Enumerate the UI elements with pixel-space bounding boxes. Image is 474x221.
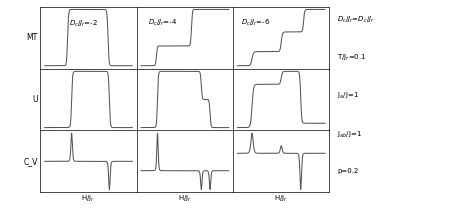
Y-axis label: MT: MT [26,33,37,42]
Text: $D_c/J_r$=-6: $D_c/J_r$=-6 [241,18,270,28]
X-axis label: H/J$_r$: H/J$_r$ [178,194,192,204]
Text: T/J$_r$=0.1: T/J$_r$=0.1 [337,53,366,63]
X-axis label: H/J$_r$: H/J$_r$ [274,194,288,204]
Text: J$_a$/J=1: J$_a$/J=1 [337,91,359,101]
X-axis label: H/J$_r$: H/J$_r$ [82,194,95,204]
Text: p=0.2: p=0.2 [337,168,358,174]
Y-axis label: U: U [32,95,37,104]
Text: J$_{ab}$/J=1: J$_{ab}$/J=1 [337,130,362,140]
Text: $D_c/J_r$=-4: $D_c/J_r$=-4 [148,18,178,28]
Text: $D_c/J_r$=$D_c/J_r$: $D_c/J_r$=$D_c/J_r$ [337,14,374,25]
Text: $D_c/J_r$=-2: $D_c/J_r$=-2 [69,19,98,29]
Y-axis label: C_V: C_V [23,157,37,166]
